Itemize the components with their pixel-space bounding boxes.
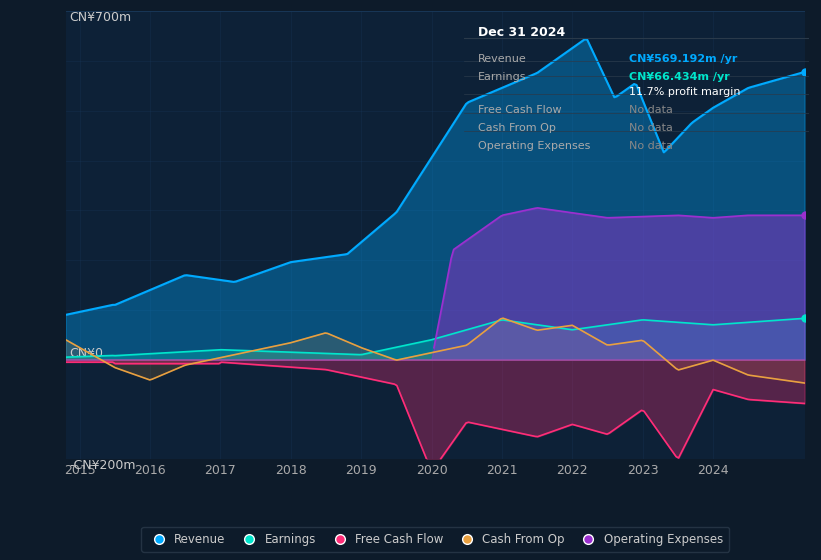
Text: Revenue: Revenue (478, 54, 526, 63)
Text: 11.7% profit margin: 11.7% profit margin (630, 87, 741, 97)
Text: Cash From Op: Cash From Op (478, 123, 556, 133)
Text: Earnings: Earnings (478, 72, 526, 82)
Text: -CN¥200m: -CN¥200m (69, 459, 135, 472)
Legend: Revenue, Earnings, Free Cash Flow, Cash From Op, Operating Expenses: Revenue, Earnings, Free Cash Flow, Cash … (141, 527, 729, 552)
Text: Dec 31 2024: Dec 31 2024 (478, 26, 565, 39)
Text: CN¥569.192m /yr: CN¥569.192m /yr (630, 54, 738, 63)
Text: CN¥0: CN¥0 (69, 347, 103, 360)
Text: No data: No data (630, 123, 673, 133)
Text: No data: No data (630, 141, 673, 151)
Text: Free Cash Flow: Free Cash Flow (478, 105, 562, 115)
Text: Operating Expenses: Operating Expenses (478, 141, 590, 151)
Text: No data: No data (630, 105, 673, 115)
Text: CN¥66.434m /yr: CN¥66.434m /yr (630, 72, 730, 82)
Text: CN¥700m: CN¥700m (69, 11, 131, 24)
